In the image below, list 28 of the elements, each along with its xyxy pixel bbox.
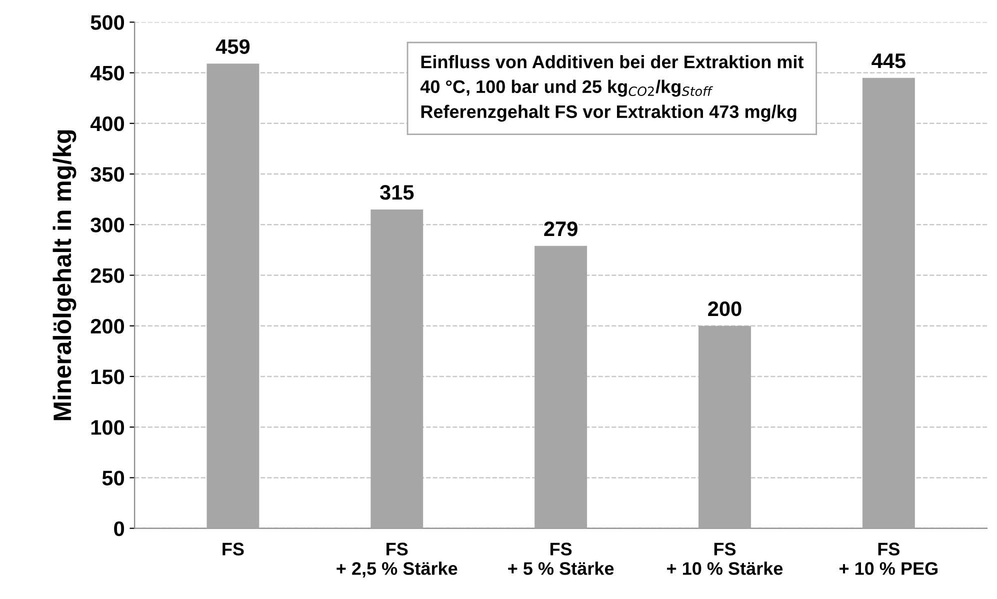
bar [534,246,588,528]
bar [862,78,915,528]
x-tick-label: FS + 2,5 % Stärke [336,542,458,578]
x-tick-label: FS + 5 % Stärke [508,542,614,575]
x-tick-label: FS + 10 % PEG [840,542,938,575]
y-tick-label: 400 [90,116,124,132]
y-tick-label: 0 [114,521,124,536]
y-tick-label: 350 [90,167,124,182]
y-tick-label: 450 [90,66,124,81]
y-tick-label: 300 [90,218,124,232]
y-axis-title: Mineralölgehalt in mg/kg [52,130,76,420]
data-label: 200 [708,301,742,316]
y-tick-label: 150 [91,369,124,384]
y-tick-label: 250 [90,268,124,283]
y-tick-label: 500 [90,15,124,30]
annotation: Einfluss von Additiven bei der Extraktion mit 40 °C, 100 bar und 25 kg$_{CO2}$/kg$_{Stoff}$ Referenzgehalt FS vor Extraktion 473 mg/kg [420,55,804,122]
data-label: 279 [544,221,578,236]
bar [206,64,260,528]
x-tick-label: FS + 10 % Stärke [667,542,783,575]
bar [698,326,751,528]
data-label: 459 [216,39,250,54]
y-tick-label: 200 [90,318,124,334]
y-tick-label: 100 [91,420,124,435]
data-label: 315 [380,185,414,200]
y-tick-label: 50 [102,470,124,486]
bar [370,209,424,528]
data-label: 445 [872,54,906,68]
x-tick-label: FS [222,542,244,556]
